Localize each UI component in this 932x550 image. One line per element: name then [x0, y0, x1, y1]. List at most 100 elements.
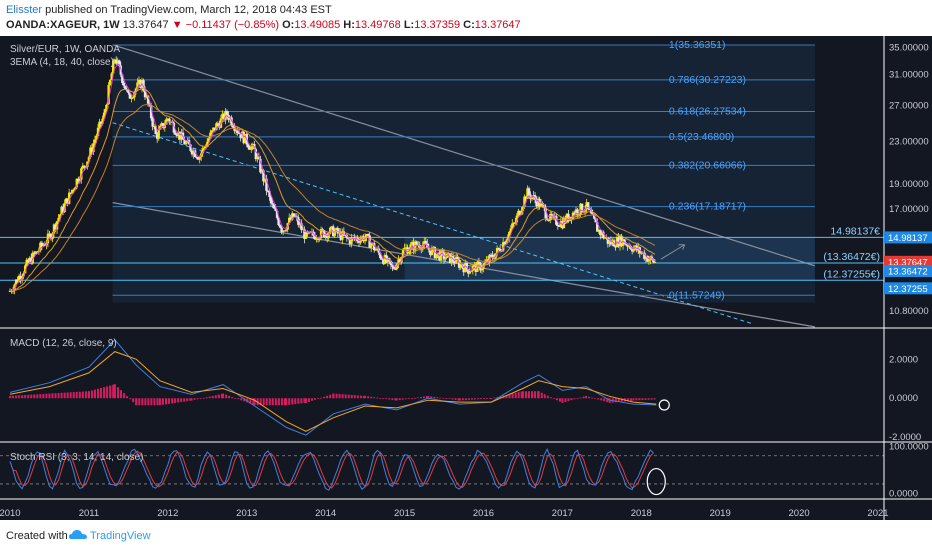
- candle-body: [627, 246, 631, 248]
- candle-body: [521, 206, 525, 212]
- macd-histogram-bar: [183, 398, 186, 402]
- macd-histogram-bar: [552, 398, 555, 400]
- macd-histogram-bar: [21, 395, 24, 399]
- price-badge: [884, 255, 932, 268]
- macd-histogram-bar: [454, 398, 457, 400]
- candle-body: [457, 260, 461, 268]
- candle-body: [72, 189, 75, 191]
- macd-histogram-bar: [537, 391, 540, 399]
- macd-histogram-bar: [647, 398, 650, 400]
- created-with: Created with: [6, 530, 68, 542]
- macd-histogram-bar: [558, 398, 561, 402]
- candle-body: [105, 104, 109, 109]
- macd-histogram-bar: [237, 398, 240, 400]
- macd-histogram-bar: [106, 386, 109, 399]
- candle-body: [25, 259, 28, 266]
- candle-body: [454, 257, 458, 264]
- macd-histogram-bar: [427, 395, 430, 399]
- macd-histogram-bar: [505, 394, 508, 399]
- price-badge: [884, 231, 932, 244]
- ema-slow-line: [10, 103, 656, 292]
- candle-body: [653, 261, 657, 263]
- author-link[interactable]: Elisster: [6, 4, 43, 16]
- candle-body: [643, 252, 646, 260]
- candle-body: [86, 161, 89, 167]
- candle-body: [244, 133, 247, 144]
- candle-body: [611, 240, 614, 245]
- candle-body: [99, 121, 103, 124]
- candle-body: [407, 250, 411, 254]
- candle-body: [527, 188, 531, 195]
- close-value: 13.37647: [474, 19, 521, 31]
- candle-body: [42, 244, 45, 246]
- macd-label: MACD (12, 26, close, 9): [10, 338, 117, 349]
- candle-body: [83, 165, 86, 167]
- low-label: L:: [403, 19, 415, 31]
- candle-body: [464, 263, 467, 273]
- candle-body: [641, 252, 644, 254]
- macd-histogram-bar: [524, 391, 527, 399]
- price-axis-tick: 17.00000: [889, 204, 929, 215]
- macd-histogram-bar: [359, 395, 362, 399]
- macd-histogram-bar: [457, 398, 460, 401]
- candle-body: [322, 230, 326, 238]
- price-axis-tick: 10.80000: [889, 306, 929, 317]
- candle-body: [291, 213, 294, 220]
- macd-histogram-bar: [87, 391, 90, 399]
- candle-body: [284, 229, 288, 231]
- macd-histogram-bar: [30, 394, 33, 399]
- macd-histogram-bar: [15, 395, 18, 399]
- candle-body: [248, 147, 251, 150]
- candle-body: [122, 82, 126, 86]
- macd-histogram-bar: [499, 396, 502, 399]
- fib-level-label: 0.5(23.46800): [669, 131, 734, 143]
- candle-body: [497, 247, 500, 250]
- macd-histogram-bar: [36, 394, 39, 399]
- time-axis-tick: 2019: [710, 508, 731, 519]
- candle-body: [517, 210, 520, 216]
- macd-histogram-bar: [480, 398, 483, 400]
- candle-body: [254, 149, 258, 160]
- candle-body: [154, 126, 157, 135]
- candle-body: [233, 127, 236, 131]
- macd-histogram-bar: [329, 394, 332, 399]
- candle-body: [121, 74, 124, 83]
- chart-area[interactable]: 1(35.36351) 0.786(30.27223) 0.618(26.27534…: [0, 36, 932, 520]
- macd-histogram-bar: [338, 394, 341, 399]
- candle-body: [183, 139, 186, 145]
- macd-histogram-bar: [416, 397, 419, 399]
- candle-body: [172, 122, 176, 133]
- macd-histogram-bar: [620, 398, 623, 402]
- ema-mid-line: [9, 87, 656, 292]
- candle-body: [207, 138, 210, 142]
- candle-body: [174, 132, 177, 135]
- macd-histogram-bar: [147, 398, 150, 406]
- candle-body: [515, 215, 519, 223]
- candle-body: [203, 147, 206, 149]
- candle-body: [410, 242, 414, 245]
- macd-histogram-bar: [180, 398, 183, 403]
- candle-body: [585, 202, 588, 210]
- macd-histogram-bar: [458, 398, 461, 401]
- fib-level-label: 0(11.57249): [669, 289, 725, 301]
- macd-histogram-bar: [297, 398, 300, 404]
- macd-histogram-bar: [561, 398, 564, 403]
- macd-histogram-bar: [451, 398, 454, 400]
- macd-histogram-bar: [573, 398, 576, 400]
- macd-histogram-bar: [445, 398, 448, 400]
- candle-body: [192, 150, 195, 155]
- candle-body: [98, 121, 101, 128]
- time-axis-tick: 2012: [157, 508, 178, 519]
- macd-histogram-bar: [464, 398, 467, 401]
- candle-body: [614, 246, 617, 248]
- candle-body: [75, 178, 78, 188]
- candle-body: [376, 248, 379, 250]
- candle-body: [501, 242, 505, 251]
- macd-histogram-bar: [323, 396, 326, 399]
- macd-histogram-bar: [534, 391, 537, 399]
- candle-body: [216, 123, 220, 125]
- macd-histogram-bar: [288, 398, 291, 405]
- tradingview-brand[interactable]: TradingView: [90, 530, 151, 542]
- candle-body: [609, 240, 613, 245]
- candle-body: [104, 108, 107, 113]
